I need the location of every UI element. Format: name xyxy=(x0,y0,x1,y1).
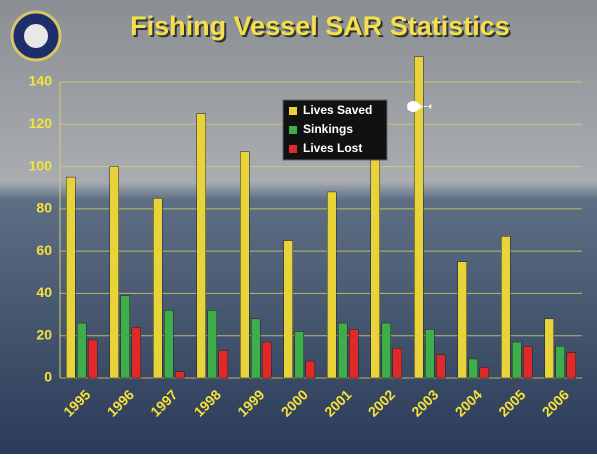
bar xyxy=(262,341,272,379)
bar xyxy=(436,354,446,379)
legend-label: Lives Saved xyxy=(303,103,372,117)
y-tick-label: 40 xyxy=(36,284,52,300)
bar xyxy=(153,198,163,379)
bar xyxy=(392,348,402,379)
legend-label: Lives Lost xyxy=(303,141,362,155)
bar xyxy=(414,56,424,379)
bar xyxy=(370,155,380,379)
bar xyxy=(175,371,185,379)
bar xyxy=(512,341,522,379)
bar xyxy=(457,261,467,379)
bar xyxy=(294,331,304,379)
bar xyxy=(240,151,250,379)
bar xyxy=(283,240,293,379)
bar xyxy=(251,318,261,379)
bar xyxy=(349,329,359,379)
bar xyxy=(120,295,130,379)
y-tick-label: 80 xyxy=(36,200,52,216)
bar xyxy=(327,191,337,379)
bar xyxy=(66,176,76,379)
legend-swatch xyxy=(289,145,297,153)
y-tick-label: 0 xyxy=(44,369,52,385)
bar xyxy=(218,350,228,379)
bar xyxy=(381,322,391,379)
y-tick-label: 60 xyxy=(36,242,52,258)
bar xyxy=(164,310,174,379)
title-shadow: Fishing Vessel SAR Statistics xyxy=(132,13,512,43)
logo-center xyxy=(24,24,48,48)
y-tick-label: 120 xyxy=(29,115,53,131)
bar xyxy=(77,322,87,379)
y-tick-label: 20 xyxy=(36,326,52,342)
legend-label: Sinkings xyxy=(303,122,353,136)
bar xyxy=(555,346,565,379)
legend-swatch xyxy=(289,107,297,115)
bar xyxy=(566,352,576,379)
bar xyxy=(338,322,348,379)
bar xyxy=(88,339,98,379)
axis-break xyxy=(407,101,432,112)
y-tick-label: 100 xyxy=(29,157,53,173)
bar xyxy=(544,318,554,379)
bar xyxy=(131,327,141,379)
bar xyxy=(305,360,315,379)
y-tick-label: 140 xyxy=(29,73,53,89)
legend-swatch xyxy=(289,126,297,134)
bar xyxy=(468,358,478,379)
bar xyxy=(196,113,206,379)
bar xyxy=(207,310,217,379)
bar xyxy=(523,346,533,379)
bar xyxy=(425,329,435,379)
chart-title: Fishing Vessel SAR Statistics xyxy=(130,11,510,41)
bar xyxy=(479,367,489,379)
legend-box xyxy=(282,99,388,161)
bar xyxy=(501,236,511,379)
bar xyxy=(109,166,119,379)
